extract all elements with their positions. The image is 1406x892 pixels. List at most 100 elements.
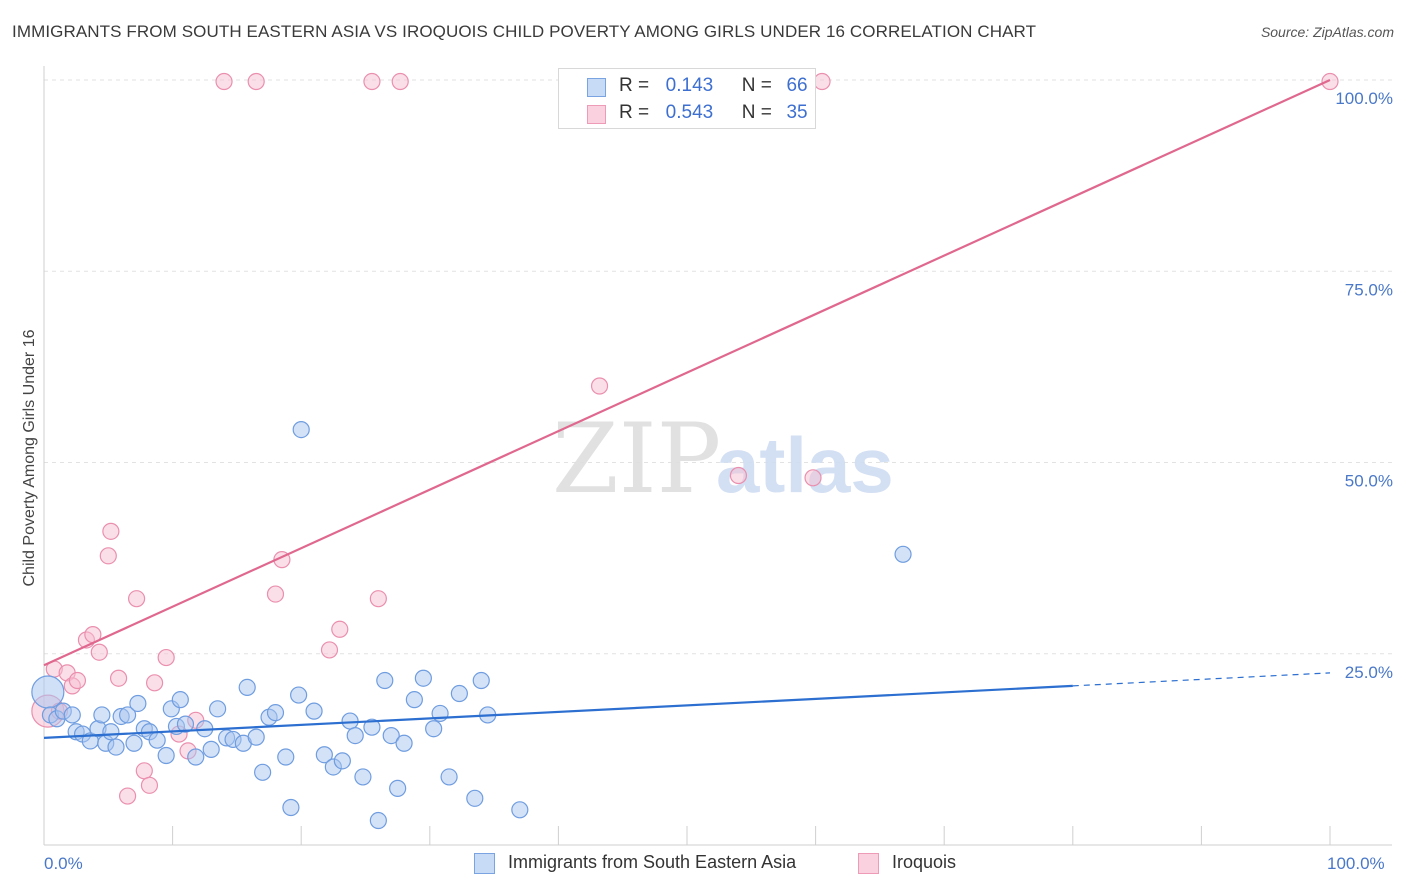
- legend-n-value-pink: 35: [786, 102, 808, 123]
- trend-line-iroquois: [43, 78, 1331, 667]
- data-point-immigrants: [354, 768, 372, 786]
- series-legend-label-blue: Immigrants from South Eastern Asia: [508, 852, 797, 872]
- data-point-immigrants: [511, 801, 529, 819]
- data-point-immigrants: [107, 738, 125, 756]
- y-tick-label: 25.0%: [1345, 663, 1393, 682]
- data-point-iroquois: [1321, 72, 1339, 91]
- data-point-iroquois: [590, 377, 609, 395]
- legend-r-value-blue: 0.143: [665, 75, 714, 96]
- y-tick-label: 75.0%: [1345, 280, 1393, 299]
- legend-r-label-pink: R =: [619, 102, 650, 123]
- data-point-immigrants: [305, 702, 323, 720]
- trend-lines: [43, 78, 1331, 739]
- data-point-iroquois: [247, 72, 265, 91]
- trend-line-immigrants: [43, 684, 1073, 739]
- source-credit: Source: ZipAtlas.com: [1260, 24, 1394, 40]
- legend-n-value-blue: 66: [786, 75, 808, 96]
- y-tick-label: 50.0%: [1345, 472, 1393, 491]
- data-point-iroquois: [102, 522, 120, 540]
- data-point-immigrants: [247, 728, 265, 746]
- data-point-iroquois: [215, 72, 233, 91]
- data-point-iroquois: [804, 469, 822, 487]
- data-point-immigrants: [254, 763, 272, 781]
- data-point-immigrants: [405, 691, 423, 709]
- data-point-immigrants: [440, 768, 458, 786]
- y-axis-label: Child Poverty Among Girls Under 16: [21, 329, 38, 586]
- data-point-immigrants: [425, 720, 443, 738]
- data-point-immigrants: [466, 789, 484, 807]
- data-point-immigrants: [292, 421, 310, 439]
- data-point-immigrants: [31, 675, 65, 709]
- data-point-iroquois: [729, 466, 748, 485]
- data-point-immigrants: [63, 706, 81, 724]
- data-point-immigrants: [894, 545, 912, 563]
- data-point-iroquois: [109, 669, 128, 687]
- data-point-iroquois: [99, 547, 117, 565]
- data-point-immigrants: [187, 748, 205, 766]
- data-point-iroquois: [127, 590, 146, 608]
- data-point-immigrants: [148, 731, 166, 749]
- legend-n-label-blue: N =: [741, 75, 772, 96]
- correlation-legend: R = 0.143 N = 66 R = 0.543 N = 35: [558, 68, 816, 129]
- data-point-iroquois: [391, 72, 409, 91]
- data-point-immigrants: [93, 706, 111, 724]
- data-point-immigrants: [315, 746, 333, 764]
- data-point-immigrants: [450, 684, 468, 703]
- data-point-immigrants: [202, 740, 220, 758]
- x-tick-labels: 0.0% 100.0%: [44, 854, 1385, 873]
- data-point-immigrants: [369, 811, 387, 830]
- x-tick-label-min: 0.0%: [44, 854, 83, 873]
- data-point-immigrants: [333, 752, 351, 770]
- data-point-iroquois: [135, 762, 153, 780]
- data-point-iroquois: [90, 643, 108, 661]
- data-point-immigrants: [118, 706, 137, 724]
- y-tick-label: 100.0%: [1335, 89, 1393, 108]
- data-point-iroquois: [68, 671, 87, 690]
- series-legend-swatch-pink: [858, 853, 879, 874]
- data-point-immigrants: [157, 746, 175, 765]
- watermark-atlas: atlas: [716, 421, 894, 509]
- data-point-immigrants: [129, 694, 147, 713]
- legend-swatch-blue: [587, 78, 606, 97]
- data-point-immigrants: [346, 727, 364, 745]
- legend-swatch-pink: [587, 105, 606, 124]
- data-point-immigrants: [376, 671, 394, 690]
- grid-lines: [44, 79, 1392, 655]
- data-point-immigrants: [266, 704, 285, 722]
- x-tick-label-max: 100.0%: [1327, 854, 1385, 873]
- data-point-iroquois: [813, 72, 831, 91]
- data-point-immigrants: [277, 748, 295, 766]
- data-point-immigrants: [171, 691, 189, 709]
- data-point-immigrants: [395, 734, 413, 752]
- series-legend-swatch-blue: [474, 853, 495, 874]
- watermark-zip: ZIP: [552, 403, 721, 515]
- data-point-iroquois: [363, 72, 381, 91]
- data-point-immigrants: [472, 671, 490, 690]
- data-point-iroquois: [157, 648, 175, 667]
- chart-title: IMMIGRANTS FROM SOUTH EASTERN ASIA VS IR…: [12, 22, 1037, 41]
- legend-text-pink: R = 0.543 N = 35: [619, 102, 808, 124]
- data-point-immigrants: [125, 734, 143, 752]
- data-point-iroquois: [266, 585, 285, 603]
- data-point-iroquois: [331, 620, 349, 638]
- legend-n-label-pink: N =: [741, 102, 772, 123]
- data-point-immigrants: [238, 678, 256, 697]
- data-point-iroquois: [320, 641, 339, 659]
- data-point-iroquois: [369, 590, 387, 608]
- axes: [43, 66, 1392, 846]
- legend-r-value-pink: 0.543: [665, 102, 714, 123]
- data-point-immigrants: [176, 715, 195, 733]
- data-point-iroquois: [145, 674, 164, 692]
- data-point-immigrants: [102, 723, 120, 741]
- data-point-immigrants: [389, 779, 407, 797]
- legend-text-blue: R = 0.143 N = 66: [619, 75, 808, 97]
- watermark: ZIP atlas: [552, 403, 894, 515]
- y-tick-labels: 25.0% 50.0% 75.0% 100.0%: [1335, 89, 1393, 682]
- series-legend-label-pink: Iroquois: [892, 852, 957, 872]
- data-point-immigrants: [209, 700, 227, 718]
- data-point-iroquois: [118, 787, 137, 805]
- data-point-immigrants: [414, 669, 432, 687]
- trend-line-immigrants-extension: [1072, 672, 1331, 687]
- legend-r-label-blue: R =: [619, 75, 650, 96]
